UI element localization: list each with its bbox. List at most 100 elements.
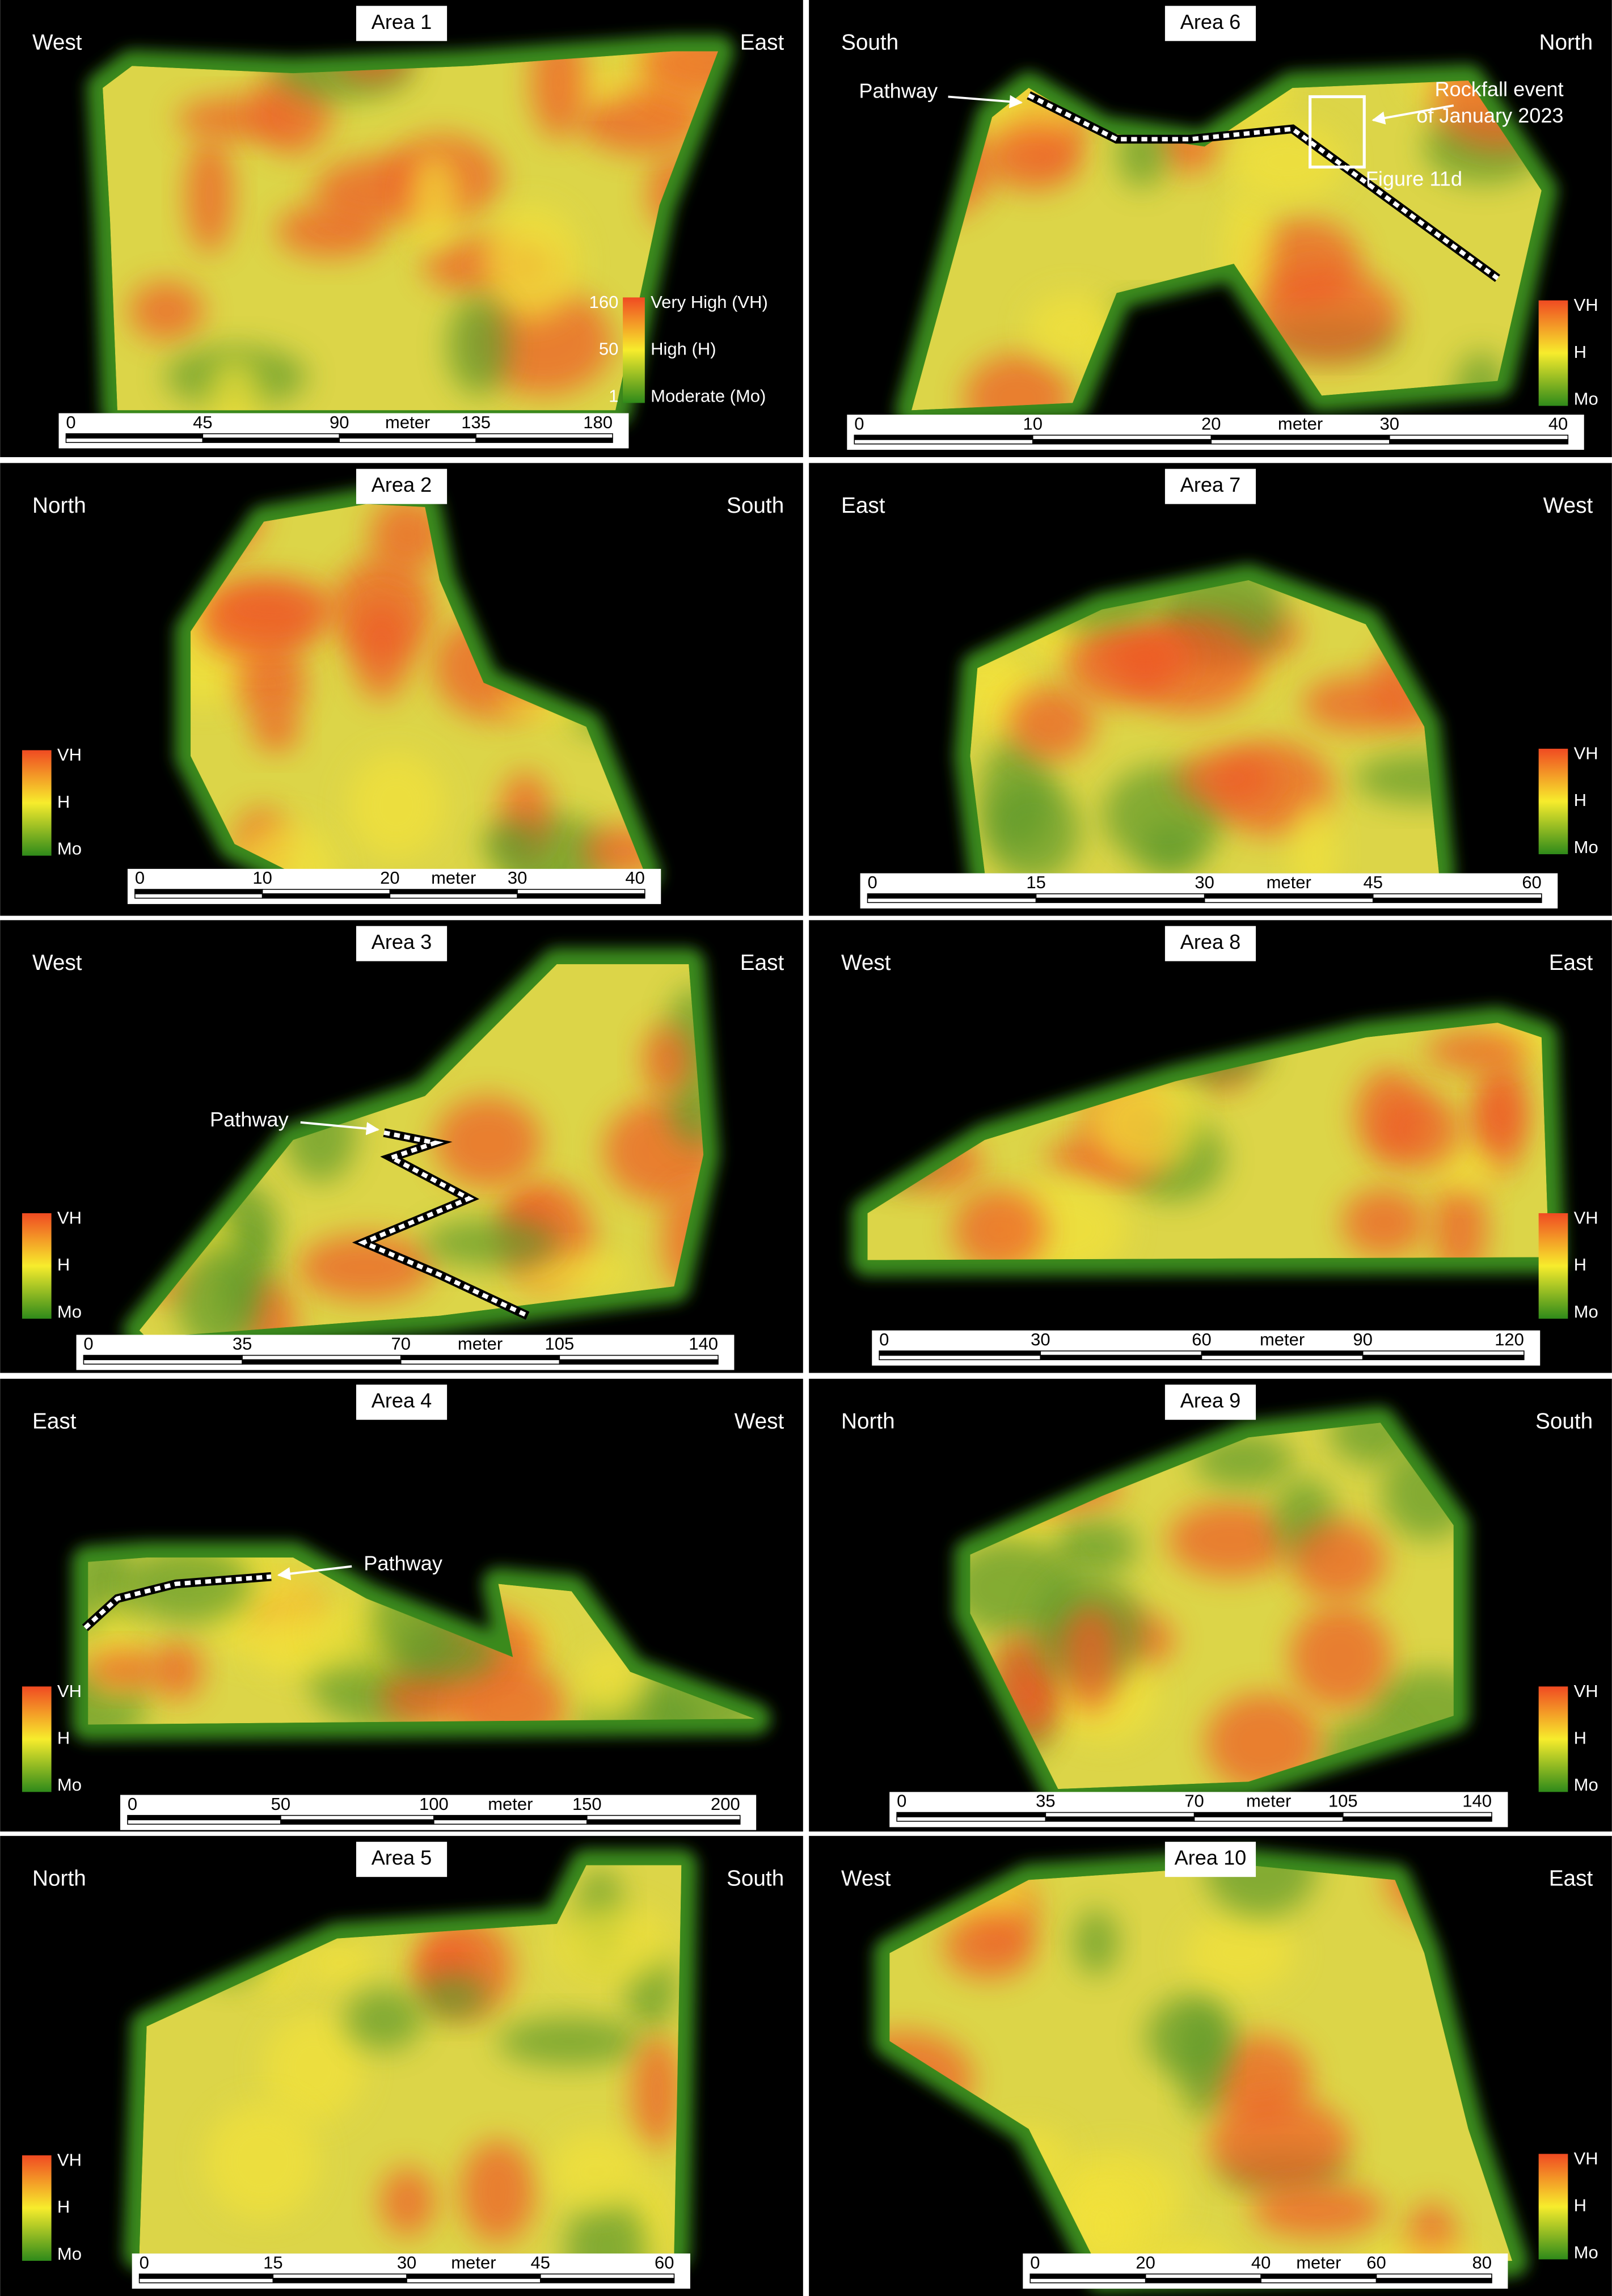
panel: Area 10 West East VH H Mo 0 20 40 60 80 meter bbox=[809, 1835, 1612, 2296]
scale-unit: meter bbox=[1246, 1791, 1291, 1811]
legend-label: VH bbox=[57, 745, 82, 765]
scale-segment bbox=[134, 893, 263, 899]
hazard-patch bbox=[297, 1234, 434, 1301]
legend-label: Mo bbox=[57, 838, 82, 858]
hazard-patch bbox=[207, 356, 262, 411]
direction-label: South bbox=[727, 493, 784, 518]
scale-segment bbox=[202, 433, 340, 439]
direction-label: South bbox=[841, 31, 898, 55]
scale-segment bbox=[896, 1812, 1046, 1818]
scale-segment bbox=[540, 2273, 675, 2279]
hazard-patch bbox=[379, 2167, 436, 2236]
legend-label: VH bbox=[1574, 2149, 1598, 2168]
scale-label: 35 bbox=[233, 1334, 252, 1354]
legend-colorbar bbox=[22, 750, 52, 856]
title-box bbox=[1164, 926, 1256, 961]
scale-label: 60 bbox=[1366, 2252, 1386, 2272]
hazard-patch bbox=[1290, 801, 1338, 873]
panel: Area 5 North South VH H Mo 0 15 30 45 60 meter bbox=[0, 1835, 803, 2296]
panel-title: Area 3 bbox=[372, 930, 432, 953]
scale-label: 45 bbox=[1363, 872, 1382, 892]
legend-label: VH bbox=[1574, 744, 1598, 763]
hazard-patch bbox=[970, 649, 1033, 713]
hazard-patch bbox=[263, 2014, 364, 2122]
hazard-patch bbox=[942, 1914, 1035, 1980]
pathway bbox=[1027, 93, 1499, 280]
legend-label: Mo bbox=[1574, 1302, 1598, 1322]
legend-colorbar bbox=[1538, 2154, 1568, 2260]
scale-segment bbox=[475, 433, 613, 439]
title-box bbox=[356, 1385, 448, 1420]
scale-label: 0 bbox=[879, 1330, 889, 1349]
panel-title: Area 7 bbox=[1180, 473, 1241, 496]
legend-label: H bbox=[57, 1728, 70, 1748]
legend-label: Mo bbox=[1574, 389, 1598, 408]
scale-segment bbox=[867, 893, 1037, 899]
scale-label: 100 bbox=[419, 1794, 449, 1814]
annotation-arrow bbox=[277, 1565, 352, 1581]
legend-value: 1 bbox=[609, 386, 618, 406]
scale-segment bbox=[1389, 434, 1569, 440]
legend-label: VH bbox=[57, 1681, 82, 1701]
title-box bbox=[1164, 469, 1256, 504]
direction-label: West bbox=[735, 1409, 784, 1434]
scale-segment bbox=[867, 897, 1037, 904]
scale-label: 30 bbox=[1195, 872, 1214, 892]
hazard-patch bbox=[1062, 1606, 1119, 1713]
legend-colorbar bbox=[1538, 1213, 1568, 1319]
scale-label: 105 bbox=[545, 1334, 575, 1354]
panel-title: Area 4 bbox=[372, 1389, 432, 1412]
scale-label: 15 bbox=[1026, 872, 1045, 892]
hazard-patch bbox=[1290, 1520, 1386, 1601]
annotation-arrow bbox=[1372, 104, 1454, 125]
hazard-patch bbox=[1007, 686, 1094, 761]
scale-label: 0 bbox=[83, 1334, 93, 1354]
scale-segment bbox=[400, 1354, 560, 1361]
panel-title: Area 10 bbox=[1175, 1846, 1247, 1869]
scale-segment bbox=[1193, 1812, 1344, 1818]
hazard-patch bbox=[253, 710, 299, 752]
scale-segment bbox=[127, 1819, 281, 1825]
panel: Area 3 West East Pathway VH H Mo0 35 70 105 140 met… bbox=[0, 920, 803, 1373]
title-box bbox=[1164, 1385, 1256, 1420]
hazard-patch bbox=[453, 1662, 566, 1725]
hazard-patch bbox=[185, 136, 234, 254]
legend-value: 160 bbox=[589, 292, 619, 312]
scale-segment bbox=[138, 2273, 274, 2279]
scale-segment bbox=[1372, 893, 1542, 899]
scale-label: 200 bbox=[711, 1794, 740, 1814]
title-box bbox=[356, 1842, 448, 1877]
direction-label: West bbox=[841, 951, 891, 975]
scale-label: 70 bbox=[1184, 1791, 1204, 1811]
scale-label: 30 bbox=[1380, 413, 1399, 433]
pathway bbox=[357, 1130, 529, 1318]
hazard-patch bbox=[1205, 1693, 1321, 1789]
hazard-patch bbox=[638, 51, 719, 100]
scale-label: 20 bbox=[1201, 413, 1221, 433]
scale-segment bbox=[127, 1814, 281, 1821]
legend-label: VH bbox=[1574, 295, 1598, 315]
panel-title: Area 2 bbox=[372, 473, 432, 496]
hazard-patch bbox=[1480, 1060, 1527, 1152]
hazard-patch bbox=[482, 822, 543, 866]
scale-segment bbox=[280, 1819, 434, 1825]
legend-label: Mo bbox=[1574, 1775, 1598, 1795]
scale-segment bbox=[854, 434, 1033, 440]
direction-label: East bbox=[740, 31, 784, 55]
legend-label: H bbox=[1574, 1728, 1586, 1748]
hazard-patch bbox=[964, 354, 1071, 411]
panel: Area 9 North South VH H Mo 0 35 70 105 140 meter bbox=[809, 1378, 1612, 1832]
scale-segment bbox=[280, 1814, 434, 1821]
scale-label: 90 bbox=[1353, 1330, 1372, 1349]
hazard-patch bbox=[417, 1974, 488, 2019]
panel: Area 4 East West Pathway VH H Mo 0 50 100 150 200 me… bbox=[0, 1378, 803, 1832]
scale-segment bbox=[339, 433, 476, 439]
legend-label: H bbox=[57, 792, 70, 812]
scale-segment bbox=[138, 2278, 274, 2284]
scale-segment bbox=[896, 1816, 1046, 1822]
scale-label: 135 bbox=[461, 412, 491, 432]
panel-title: Area 5 bbox=[372, 1846, 432, 1869]
hazard-patch bbox=[518, 1252, 631, 1293]
hazard-patch bbox=[153, 1641, 204, 1700]
